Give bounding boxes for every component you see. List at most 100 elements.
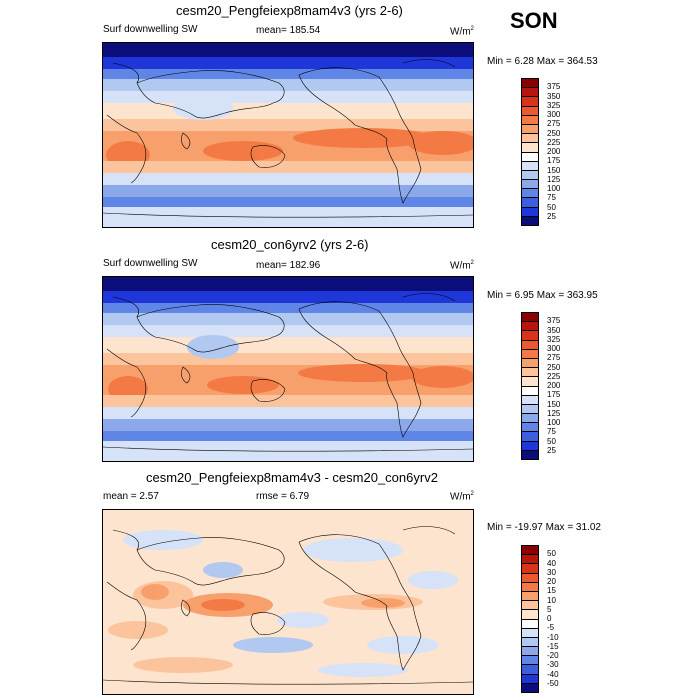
colorbar-swatch (522, 601, 538, 611)
colorbar-1-swatches (521, 78, 539, 226)
colorbar-tick-label: 100 (547, 184, 561, 193)
colorbar-tick-label: 25 (547, 211, 556, 221)
colorbar-tick-label: 175 (547, 156, 561, 166)
colorbar-swatch (522, 349, 538, 359)
panel-2-title: cesm20_con6yrv2 (yrs 2-6) (211, 237, 369, 252)
colorbar-swatch (522, 358, 538, 369)
colorbar-swatch (522, 386, 538, 396)
colorbar-tick-label: 250 (547, 128, 561, 138)
colorbar-swatch (522, 331, 538, 341)
colorbar-swatch (522, 674, 538, 684)
panel-3-map (102, 509, 474, 695)
colorbar-tick-label: 275 (547, 353, 561, 363)
colorbar-swatch (522, 647, 538, 657)
colorbar-tick-label: 200 (547, 381, 561, 390)
colorbar-swatch (522, 377, 538, 387)
colorbar-tick-label: 175 (547, 390, 561, 400)
colorbar-swatch (522, 573, 538, 583)
colorbar-swatch (522, 414, 538, 424)
colorbar-swatch (522, 216, 538, 225)
colorbar-swatch (522, 198, 538, 208)
colorbar-swatch (522, 79, 538, 89)
colorbar-swatch (522, 313, 538, 323)
panel-3-minmax: Min = -19.97 Max = 31.02 (487, 522, 601, 533)
colorbar-swatch (522, 106, 538, 116)
colorbar-swatch (522, 404, 538, 415)
colorbar-1 (521, 78, 539, 226)
colorbar-swatch (522, 637, 538, 648)
panel-2-minmax: Min = 6.95 Max = 363.95 (487, 290, 598, 301)
colorbar-swatch (522, 189, 538, 199)
colorbar-tick-label: 50 (547, 549, 556, 559)
colorbar-tick-label: 50 (547, 202, 556, 212)
colorbar-2 (521, 312, 539, 460)
colorbar-swatch (522, 207, 538, 217)
colorbar-tick-label: 50 (547, 436, 556, 446)
colorbar-tick-label: 325 (547, 100, 561, 110)
panel-2-mean: mean= 182.96 (256, 260, 321, 271)
colorbar-swatch (522, 432, 538, 442)
colorbar-tick-label: 250 (547, 362, 561, 372)
colorbar-swatch (522, 97, 538, 107)
colorbar-swatch (522, 450, 538, 459)
colorbar-tick-label: 275 (547, 119, 561, 129)
colorbar-tick-label: 150 (547, 165, 561, 175)
colorbar-tick-label: 75 (547, 427, 556, 437)
colorbar-swatch (522, 161, 538, 171)
colorbar-tick-label: 200 (547, 147, 561, 156)
colorbar-swatch (522, 683, 538, 692)
colorbar-swatch (522, 582, 538, 592)
colorbar-tick-label: -30 (547, 660, 559, 670)
colorbar-tick-label: 5 (547, 604, 552, 614)
panel-1-map (102, 42, 474, 228)
panel-2-map (102, 276, 474, 462)
colorbar-tick-label: -50 (547, 678, 559, 688)
colorbar-tick-label: 25 (547, 445, 556, 455)
colorbar-swatch (522, 322, 538, 332)
colorbar-swatch (522, 340, 538, 350)
colorbar-swatch (522, 628, 538, 638)
colorbar-tick-label: 375 (547, 316, 561, 326)
colorbar-swatch (522, 124, 538, 135)
colorbar-tick-label: 225 (547, 137, 561, 147)
colorbar-swatch (522, 368, 538, 378)
colorbar-swatch (522, 170, 538, 181)
colorbar-swatch (522, 591, 538, 602)
colorbar-swatch (522, 564, 538, 574)
panel-3-title: cesm20_Pengfeiexp8mam4v3 - cesm20_con6yr… (146, 470, 438, 485)
colorbar-swatch (522, 143, 538, 153)
colorbar-tick-label: 150 (547, 399, 561, 409)
colorbar-tick-label: 375 (547, 82, 561, 92)
colorbar-tick-label: 300 (547, 110, 561, 119)
colorbar-tick-label: 125 (547, 174, 561, 184)
panel-1-left-label: Surf downwelling SW (103, 24, 198, 35)
colorbar-tick-label: 75 (547, 193, 556, 203)
colorbar-tick-label: 10 (547, 595, 556, 605)
panel-3-units: W/m2 (450, 491, 474, 503)
colorbar-tick-label: 300 (547, 344, 561, 353)
colorbar-swatch (522, 656, 538, 666)
colorbar-swatch (522, 546, 538, 556)
colorbar-2-swatches (521, 312, 539, 460)
colorbar-tick-label: 0 (547, 614, 552, 623)
colorbar-tick-label: 325 (547, 334, 561, 344)
colorbar-tick-label: 100 (547, 418, 561, 427)
colorbar-tick-label: 20 (547, 577, 556, 586)
colorbar-tick-label: -40 (547, 669, 559, 679)
colorbar-swatch (522, 555, 538, 565)
panel-1-title: cesm20_Pengfeiexp8mam4v3 (yrs 2-6) (176, 3, 403, 18)
panel-2-left-label: Surf downwelling SW (103, 258, 198, 269)
colorbar-tick-label: 350 (547, 91, 561, 101)
colorbar-swatch (522, 88, 538, 98)
panel-3-mean: mean = 2.57 (103, 491, 159, 502)
colorbar-tick-label: 225 (547, 371, 561, 381)
colorbar-swatch (522, 152, 538, 162)
colorbar-3-swatches (521, 545, 539, 693)
colorbar-swatch (522, 134, 538, 144)
colorbar-3 (521, 545, 539, 693)
colorbar-tick-label: -10 (547, 632, 559, 642)
colorbar-tick-label: -15 (547, 641, 559, 651)
panel-2-units: W/m2 (450, 260, 474, 272)
panel-1-minmax: Min = 6.28 Max = 364.53 (487, 56, 598, 67)
panel-1-mean: mean= 185.54 (256, 25, 321, 36)
